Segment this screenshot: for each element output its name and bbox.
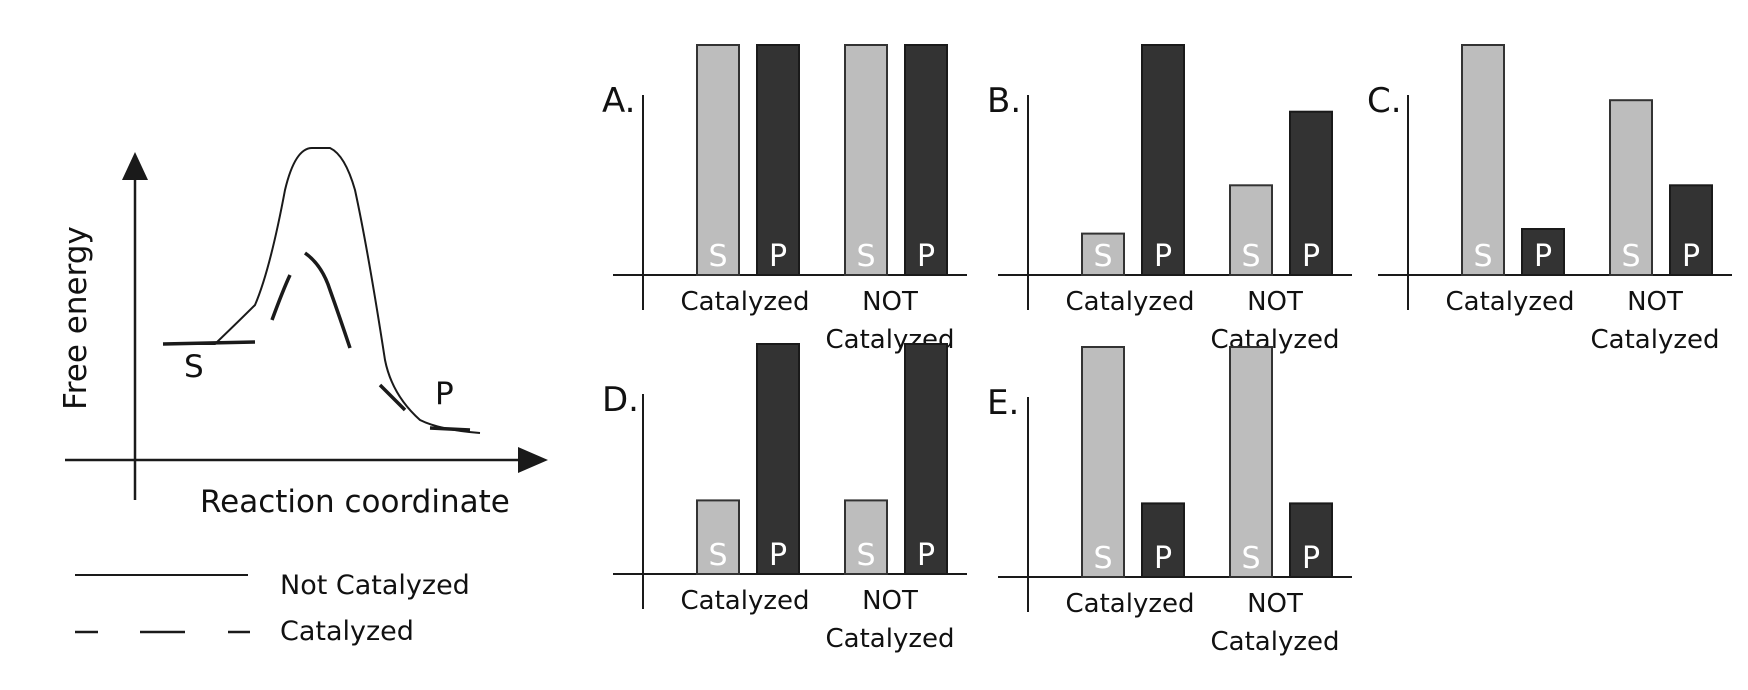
bar-p-catalyzed [756,343,800,575]
bar-s-not-catalyzed [844,44,888,276]
panel-letter: E. [987,383,1019,423]
panel-letter: B. [987,81,1021,121]
panel-letter: A. [602,81,635,121]
bar-letter-p: P [1302,541,1320,576]
bar-s-catalyzed [696,44,740,276]
y-axis-label: Free energy [58,226,94,410]
x-axis-label: Reaction coordinate [200,484,510,520]
category-label: NOT [1247,287,1303,317]
bar-letter-s: S [1093,541,1112,576]
bar-s-catalyzed [1081,346,1125,578]
bar-p-not-catalyzed [1669,184,1713,276]
category-label: Catalyzed [681,586,810,616]
bar-letter-s: S [856,538,875,573]
bar-letter-s: S [1473,239,1492,274]
category-label: Catalyzed [826,624,955,654]
bar-p-catalyzed [1521,228,1565,276]
category-label: NOT [1627,287,1683,317]
category-label: Catalyzed [1591,325,1720,355]
bar-letter-s: S [1621,239,1640,274]
bar-letter-s: S [856,239,875,274]
legend-label-not-catalyzed: Not Catalyzed [280,570,470,601]
bar-letter-s: S [1241,239,1260,274]
category-label: Catalyzed [1066,287,1195,317]
bar-p-catalyzed [1141,502,1185,578]
bar-p-catalyzed [1141,44,1185,276]
panel-letter: C. [1367,81,1402,121]
energy-diagram: Free energy Reaction coordinate S P Not … [58,147,548,647]
bar-p-catalyzed [756,44,800,276]
product-label: P [435,376,454,412]
substrate-label: S [184,349,204,385]
bar-p-not-catalyzed [904,343,948,575]
bar-s-not-catalyzed [844,499,888,575]
bar-letter-s: S [1093,239,1112,274]
bar-panel-d: D. S P Catalyzed S P NOT Catalyzed [602,343,967,654]
bar-s-catalyzed [1081,232,1125,276]
category-label: NOT [862,287,918,317]
bar-chart-panels: A. S P Catalyzed S P NOT Catalyzed B. S P Catalyzed… [602,44,1732,657]
bar-p-not-catalyzed [1289,110,1333,276]
bar-letter-s: S [708,538,727,573]
bar-letter-p: P [1154,541,1172,576]
panel-letter: D. [602,380,639,420]
bar-letter-p: P [769,239,787,274]
x-axis-arrowhead [518,447,548,473]
bar-s-not-catalyzed [1229,346,1273,578]
bar-letter-p: P [769,538,787,573]
bar-p-not-catalyzed [1289,502,1333,578]
bar-letter-p: P [1682,239,1700,274]
bar-s-catalyzed [696,499,740,575]
category-label: Catalyzed [1446,287,1575,317]
category-label: Catalyzed [681,287,810,317]
bar-panel-c: C. S P Catalyzed S P NOT Catalyzed [1367,44,1732,355]
bar-s-not-catalyzed [1609,99,1653,276]
legend-label-catalyzed: Catalyzed [280,616,414,647]
catalyzed-curve [162,251,471,432]
bar-s-catalyzed [1461,44,1505,276]
category-label: NOT [1247,589,1303,619]
category-label: NOT [862,586,918,616]
bar-letter-p: P [1302,239,1320,274]
bar-letter-p: P [917,239,935,274]
category-label: Catalyzed [1066,589,1195,619]
bar-s-not-catalyzed [1229,184,1273,276]
bar-letter-p: P [1534,239,1552,274]
bar-p-not-catalyzed [904,44,948,276]
bar-letter-s: S [708,239,727,274]
y-axis-arrowhead [122,152,148,180]
bar-panel-e: E. S P Catalyzed S P NOT Catalyzed [987,346,1352,657]
not-catalyzed-curve [163,147,481,434]
bar-letter-p: P [1154,239,1172,274]
bar-letter-s: S [1241,541,1260,576]
category-label: Catalyzed [1211,627,1340,657]
bar-letter-p: P [917,538,935,573]
